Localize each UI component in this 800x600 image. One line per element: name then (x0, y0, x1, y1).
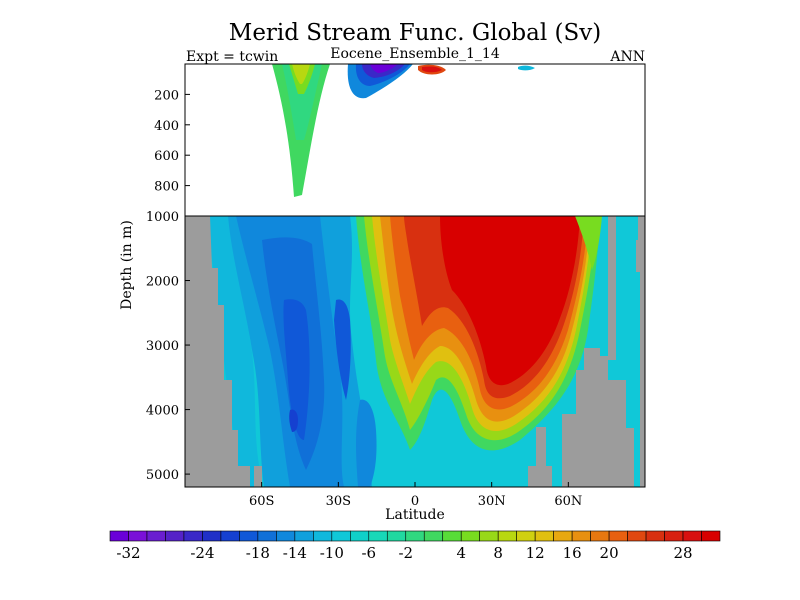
colorbar-swatch (701, 530, 721, 542)
y-tick-label: 2000 (146, 275, 179, 290)
colorbar-swatch (497, 530, 517, 542)
colorbar-swatch (386, 530, 407, 542)
colorbar: -32 -24 -18 -14 -10 -6 -2 4 8 12 16 20 28 (109, 530, 721, 562)
y-tick-label: 5000 (146, 468, 179, 483)
colorbar-swatch (331, 530, 351, 542)
upper-cell-negative-peak (370, 64, 398, 73)
y-tick-label: 4000 (146, 404, 179, 419)
colorbar-swatch (257, 530, 277, 542)
colorbar-swatch (239, 530, 259, 542)
upper-panel-contours (272, 64, 535, 197)
y-tick-label: 400 (154, 119, 179, 134)
subtitle-left: Expt = tcwin (186, 49, 278, 65)
colorbar-label: -2 (398, 544, 413, 562)
colorbar-swatch (460, 530, 480, 542)
y-tick-label: 200 (154, 88, 179, 103)
x-tick-label: 60N (554, 494, 582, 509)
colorbar-swatch (553, 530, 573, 542)
y-tick-label: 1000 (146, 210, 179, 225)
colorbar-label: -6 (361, 544, 376, 562)
y-tick-label: 800 (154, 180, 179, 195)
y-axis: 200 400 600 800 1000 2000 3000 4000 5000 (146, 88, 190, 483)
colorbar-swatch (590, 530, 610, 542)
colorbar-swatch (350, 530, 370, 542)
colorbar-swatch (146, 530, 166, 542)
lower-negative-abyss (356, 399, 377, 487)
lower-northern-front (575, 216, 602, 270)
colorbar-label: -32 (116, 544, 140, 562)
colorbar-swatch (571, 530, 591, 542)
colorbar-label: 12 (526, 544, 545, 562)
upper-cell-positive-core (422, 66, 442, 73)
colorbar-swatch (479, 530, 499, 542)
colorbar-swatch (165, 530, 185, 542)
colorbar-swatch (627, 530, 647, 542)
colorbar-swatch (423, 530, 444, 542)
colorbar-swatch (405, 530, 425, 542)
colorbar-swatch (442, 530, 462, 542)
x-tick-label: 0 (411, 494, 419, 509)
upper-panel-background (185, 64, 645, 216)
arctic-topography (636, 216, 645, 487)
x-tick-label: 60S (249, 494, 274, 509)
northern-sill-topography (608, 216, 616, 360)
upper-cell-south-inner (282, 64, 322, 140)
subtitle-center: Eocene_Ensemble_1_14 (330, 46, 500, 62)
colorbar-swatch (128, 530, 148, 542)
lower-positive-core (440, 216, 580, 386)
colorbar-swatch (313, 530, 333, 542)
colorbar-label: 4 (456, 544, 466, 562)
lower-panel (184, 215, 646, 488)
colorbar-swatch (645, 530, 665, 542)
colorbar-label: 16 (563, 544, 582, 562)
upper-panel (184, 63, 646, 217)
chart-title: Merid Stream Func. Global (Sv) (229, 20, 601, 46)
colorbar-swatch (276, 530, 296, 542)
colorbar-swatch (183, 530, 203, 542)
colorbar-label: 8 (493, 544, 503, 562)
northern-ridge-topography (528, 427, 552, 487)
colorbar-swatch (220, 530, 240, 542)
lower-southern-band (208, 216, 262, 487)
upper-cell-south-peak (292, 64, 310, 84)
colorbar-label: 28 (673, 544, 692, 562)
colorbar-swatch (534, 530, 554, 542)
x-axis: 60S 30S 0 30N 60N (249, 482, 582, 509)
y-tick-label: 3000 (146, 339, 179, 354)
subtitle-right: ANN (609, 49, 645, 65)
y-tick-label: 600 (154, 149, 179, 164)
colorbar-swatch (516, 530, 536, 542)
antarctic-topography (185, 216, 250, 487)
colorbar-label: 20 (600, 544, 619, 562)
x-axis-label: Latitude (385, 507, 445, 523)
colorbar-label: -24 (190, 544, 214, 562)
upper-cell-north (518, 65, 535, 71)
lower-negative-cell-core (283, 299, 310, 440)
colorbar-label: -14 (283, 544, 307, 562)
southern-ridge-topography (254, 466, 262, 487)
colorbar-swatch (682, 530, 702, 542)
colorbar-swatch (608, 530, 628, 542)
colorbar-swatch (294, 530, 314, 542)
lower-negative-streak (334, 299, 351, 400)
lower-panel-contours (185, 216, 645, 487)
lower-negative-cell-peak (289, 409, 298, 432)
colorbar-label: -18 (246, 544, 270, 562)
northern-topography (562, 348, 634, 487)
x-tick-label: 30S (326, 494, 351, 509)
colorbar-swatch (664, 530, 684, 542)
colorbar-swatch (368, 530, 388, 542)
y-axis-label: Depth (in m) (119, 220, 135, 310)
colorbar-label: -10 (320, 544, 344, 562)
x-tick-label: 30N (478, 494, 506, 509)
colorbar-swatch (202, 530, 222, 542)
colorbar-swatch (109, 530, 129, 542)
